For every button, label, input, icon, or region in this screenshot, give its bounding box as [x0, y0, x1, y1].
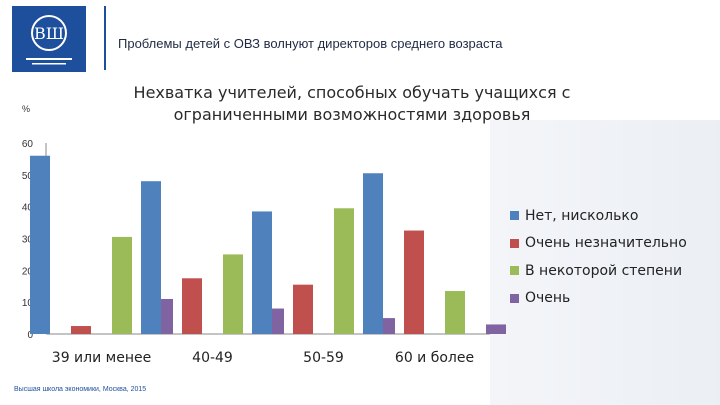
- y-tick-label: 40: [22, 203, 34, 214]
- bar: [182, 278, 202, 334]
- x-tick-label: 40-49: [192, 350, 233, 366]
- x-tick-label: 50-59: [303, 350, 344, 366]
- bar: [293, 284, 313, 334]
- legend-swatch: [510, 238, 519, 248]
- y-tick-label: 60: [22, 139, 34, 150]
- y-axis-unit-label: %: [22, 104, 30, 114]
- x-tick-label: 60 и более: [395, 350, 474, 366]
- y-tick-label: 50: [22, 171, 34, 182]
- legend-item: В некоторой степени: [510, 257, 687, 285]
- svg-text:ВШ: ВШ: [34, 24, 64, 43]
- header-divider: [104, 6, 106, 70]
- bar: [71, 326, 91, 334]
- legend-swatch: [510, 293, 519, 303]
- bar: [223, 254, 243, 334]
- bar: [30, 155, 50, 334]
- y-tick-label: 30: [22, 235, 34, 246]
- legend-item: Очень: [510, 285, 687, 313]
- y-tick-label: 0: [27, 330, 33, 341]
- y-tick-label: 20: [22, 266, 34, 277]
- bar: [445, 291, 465, 334]
- footer-text: Высшая школа экономики, Москва, 2015: [14, 386, 147, 393]
- y-tick-label: 10: [22, 298, 34, 309]
- bar: [334, 208, 354, 334]
- x-tick-label: 39 или менее: [52, 350, 151, 366]
- bar: [363, 173, 383, 334]
- legend-swatch: [510, 211, 519, 221]
- legend-swatch: [510, 266, 519, 276]
- chart-title: Нехватка учителей, способных обучать уча…: [133, 83, 571, 124]
- legend-label: Нет, нисколько: [525, 207, 639, 224]
- legend-item: Нет, нисколько: [510, 202, 687, 230]
- legend-label: Очень незначительно: [525, 235, 687, 252]
- bar: [112, 236, 132, 334]
- bar: [486, 324, 506, 334]
- legend-label: В некоторой степени: [525, 262, 683, 279]
- legend-item: Очень незначительно: [510, 230, 687, 258]
- chart-legend: Нет, нисколько Очень незначительно В некот…: [510, 202, 687, 312]
- background-watermark: [490, 120, 720, 405]
- bar: [404, 230, 424, 334]
- bar: [252, 211, 272, 334]
- header-title: Проблемы детей с ОВЗ волнуют директоров …: [118, 36, 503, 51]
- bar: [141, 181, 161, 334]
- legend-label: Очень: [525, 290, 571, 307]
- university-logo: ВШ: [12, 6, 86, 72]
